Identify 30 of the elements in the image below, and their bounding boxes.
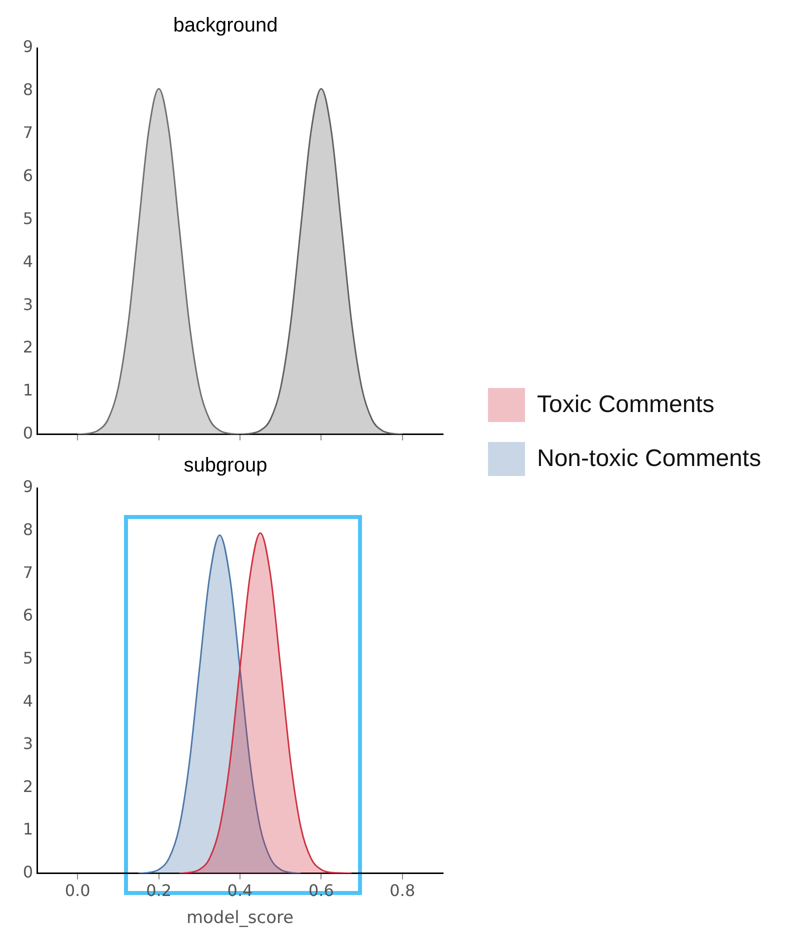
chart-title: background [173, 14, 278, 37]
x-tick-label: 0.8 [390, 881, 416, 900]
y-tick-label: 8 [22, 520, 33, 539]
y-tick-label: 8 [22, 80, 33, 100]
y-tick-label: 1 [22, 820, 33, 839]
y-tick-label: 6 [22, 606, 33, 625]
y-tick-label: 9 [22, 37, 33, 56]
y-tick-label: 9 [22, 477, 33, 496]
legend-label: Toxic Comments [537, 391, 714, 419]
y-tick-label: 4 [22, 691, 33, 710]
x-tick-label: 0.6 [308, 881, 334, 900]
y-tick-label: 2 [22, 338, 33, 357]
y-tick-label: 6 [22, 166, 33, 185]
legend-label: Non-toxic Comments [537, 445, 762, 473]
y-tick-label: 5 [22, 208, 33, 228]
y-tick-label: 0 [22, 862, 33, 882]
x-tick-label: 0.2 [146, 881, 172, 900]
x-tick-label: 0.0 [64, 881, 90, 900]
y-tick-label: 2 [22, 776, 33, 796]
x-axis-title: model_score [186, 908, 294, 928]
y-tick-label: 1 [22, 380, 33, 400]
y-tick-label: 3 [22, 294, 33, 314]
y-tick-label: 7 [22, 562, 33, 582]
y-tick-label: 5 [22, 648, 33, 668]
x-tick-label: 0.4 [227, 881, 253, 900]
y-tick-label: 3 [22, 734, 33, 754]
y-tick-label: 4 [22, 252, 33, 271]
chart-title: subgroup [184, 454, 268, 477]
y-tick-label: 7 [22, 123, 33, 142]
y-tick-label: 0 [22, 424, 33, 443]
